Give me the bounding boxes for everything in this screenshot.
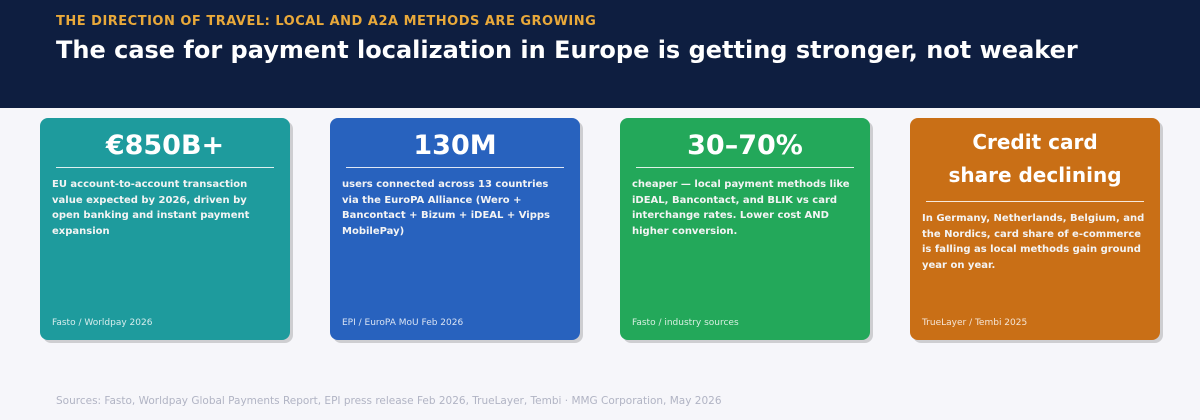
stat-card-users: 130M users connected across 13 countries… bbox=[330, 118, 580, 340]
stat-source: Fasto / industry sources bbox=[632, 318, 739, 328]
stat-description: cheaper — local payment methods like iDE… bbox=[632, 179, 850, 237]
stat-card-a2a-value: €850B+ EU account-to-account transaction… bbox=[40, 118, 290, 340]
stat-source: Fasto / Worldpay 2026 bbox=[52, 318, 153, 328]
eyebrow-label: THE DIRECTION OF TRAVEL: LOCAL AND A2A M… bbox=[56, 14, 597, 29]
stat-description: users connected across 13 countries via … bbox=[342, 179, 551, 237]
sources-footer: Sources: Fasto, Worldpay Global Payments… bbox=[56, 395, 722, 407]
header-banner: THE DIRECTION OF TRAVEL: LOCAL AND A2A M… bbox=[0, 0, 1200, 108]
stat-value: 30–70% bbox=[687, 130, 803, 161]
stat-value: 130M bbox=[413, 130, 497, 161]
stat-source: TrueLayer / Tembi 2025 bbox=[922, 318, 1028, 328]
stat-description: EU account-to-account transaction value … bbox=[52, 179, 250, 237]
card-divider bbox=[346, 167, 564, 168]
stat-value-line-1: Credit card bbox=[972, 130, 1098, 154]
stat-card-card-share: Credit card share declining In Germany, … bbox=[910, 118, 1160, 340]
stat-value-line-2: share declining bbox=[948, 163, 1122, 187]
card-divider bbox=[56, 167, 274, 168]
stat-value: €850B+ bbox=[105, 130, 225, 161]
stat-description: In Germany, Netherlands, Belgium, and th… bbox=[922, 213, 1145, 271]
stat-source: EPI / EuroPA MoU Feb 2026 bbox=[342, 318, 464, 328]
stat-card-cost-savings: 30–70% cheaper — local payment methods l… bbox=[620, 118, 870, 340]
page-title: The case for payment localization in Eur… bbox=[56, 36, 1078, 64]
card-divider bbox=[926, 201, 1144, 202]
card-divider bbox=[636, 167, 854, 168]
stat-value: Credit card share declining bbox=[910, 126, 1160, 192]
